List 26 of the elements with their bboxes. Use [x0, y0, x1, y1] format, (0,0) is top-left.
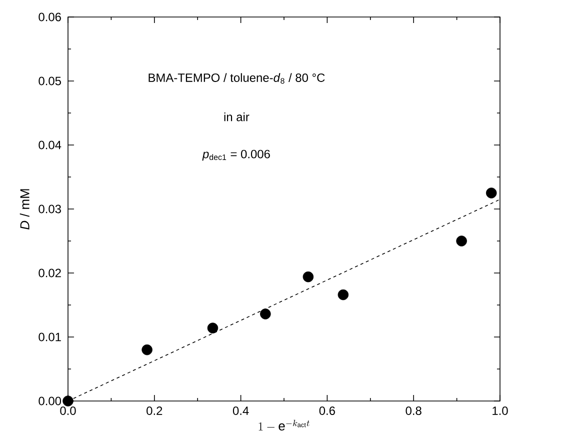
point — [486, 188, 497, 198]
x-tick-label: 0.8 — [406, 406, 422, 415]
x-axis-title: $1 - \mathrm{e}^{-k_{\mathrm{act}}t}$ — [258, 420, 310, 431]
point — [456, 236, 467, 246]
point — [338, 289, 349, 300]
x-tick-label: 0.2 — [146, 406, 162, 415]
x-tick-label: 0.6 — [319, 406, 335, 415]
point — [207, 322, 218, 334]
y-tick-label: 0.02 — [38, 268, 61, 278]
annotation: p$_{dec1}$ = 0.006 — [202, 150, 270, 161]
y-axis-title: D / mM — [20, 189, 30, 230]
x-tick-label: 0.0 — [60, 406, 76, 415]
point — [260, 308, 271, 320]
point — [142, 344, 152, 356]
y-tick-label: 0.01 — [38, 332, 61, 342]
annotation: BMA-TEMPO / toluene-d$_{8}$ / 80 °C — [148, 73, 325, 84]
annotation: in air — [224, 112, 250, 122]
point — [302, 271, 314, 282]
y-tick-label: 0.05 — [38, 76, 61, 86]
y-tick-label: 0.00 — [38, 396, 62, 406]
y-tick-label: 0.06 — [38, 12, 61, 22]
x-tick-label: 0.4 — [232, 406, 249, 415]
point — [62, 396, 74, 406]
x-tick-label: 1.0 — [492, 406, 508, 415]
y-tick-label: 0.04 — [38, 140, 62, 150]
y-tick-label: 0.03 — [38, 204, 61, 214]
